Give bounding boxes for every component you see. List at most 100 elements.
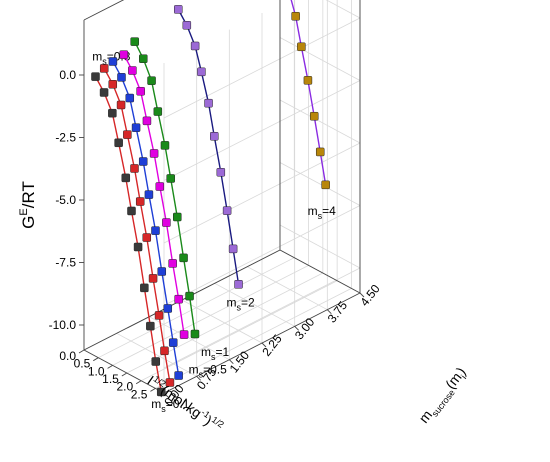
series-marker xyxy=(153,107,163,116)
axis-edge xyxy=(279,249,361,294)
grid-line-z-left xyxy=(279,99,361,144)
series-marker xyxy=(182,21,192,30)
series-label: ms=2 xyxy=(227,295,256,312)
series-marker xyxy=(130,164,139,173)
series-marker xyxy=(121,173,131,183)
series-line xyxy=(134,41,196,335)
x-tick-label: 1.0 xyxy=(88,364,105,378)
series-marker xyxy=(155,182,165,191)
series-marker xyxy=(222,206,232,215)
series-label: ms=1 xyxy=(201,345,230,362)
series-marker xyxy=(190,329,200,339)
series-marker xyxy=(154,311,164,320)
z-tick-label: -10.0 xyxy=(49,318,77,332)
grid-line-z-left xyxy=(325,0,361,19)
series-marker xyxy=(148,274,158,283)
series-marker xyxy=(291,11,300,21)
series-marker xyxy=(144,190,154,199)
x-tick-mark xyxy=(107,364,113,369)
series-marker xyxy=(162,218,171,227)
series-marker xyxy=(204,98,213,108)
series-marker xyxy=(130,37,139,46)
series-label: ms=4 xyxy=(308,204,337,221)
grid-line-z-left xyxy=(279,224,361,269)
series-marker xyxy=(168,259,177,268)
series-marker xyxy=(151,357,161,366)
x-tick-mark xyxy=(93,357,99,362)
series-marker xyxy=(131,123,141,132)
grid-line-y-floor xyxy=(116,332,197,377)
series-marker xyxy=(108,108,117,118)
series-layer: ms=0.1 ms=0.3 ms=0.5ms=1 ms=2 ms=4 xyxy=(91,0,336,414)
y-tick-label: 3.00 xyxy=(292,315,318,342)
grid-line-y-floor xyxy=(247,266,328,311)
series-marker xyxy=(321,180,330,190)
x-tick-label: 0.5 xyxy=(74,357,91,371)
series-marker xyxy=(116,100,126,110)
series: ms=0.3 xyxy=(92,49,175,387)
series-marker xyxy=(234,280,243,289)
series-marker xyxy=(157,267,167,276)
y-tick-mark xyxy=(229,359,234,364)
z-tick-label: -7.5 xyxy=(55,256,76,270)
x-tick-mark xyxy=(121,372,128,377)
series-marker xyxy=(179,253,188,263)
series-marker xyxy=(309,111,319,121)
grid-line-z-left xyxy=(279,37,361,81)
series-line xyxy=(290,0,327,185)
z-tick-label: 0.0 xyxy=(59,68,76,82)
series: ms=1 xyxy=(130,37,230,362)
series-marker xyxy=(108,57,118,66)
series-marker xyxy=(168,338,178,347)
z-axis-title: GE/RT xyxy=(18,181,38,229)
grid-line-y-floor xyxy=(181,299,263,344)
y-tick-label: 4.50 xyxy=(357,282,383,309)
series-marker xyxy=(99,64,109,73)
z-tick-label: -2.5 xyxy=(55,131,76,145)
series-marker xyxy=(179,330,189,339)
y-tick-mark xyxy=(163,392,169,398)
series-marker xyxy=(142,116,152,126)
series-marker xyxy=(185,291,194,301)
x-tick-label: 2.0 xyxy=(116,380,133,394)
series-marker xyxy=(91,72,100,81)
series-marker xyxy=(160,346,169,356)
grid-line-z-left xyxy=(279,162,361,206)
series: ms=0.1 xyxy=(91,72,190,414)
series-marker xyxy=(228,244,238,254)
y-tick-label: 3.75 xyxy=(325,298,351,325)
grid-line-y-floor xyxy=(214,282,295,327)
series: ms=2 xyxy=(174,5,255,312)
series-marker xyxy=(117,73,126,82)
series-marker xyxy=(99,88,109,97)
series-marker xyxy=(149,149,159,158)
y-tick-mark xyxy=(261,342,267,348)
series-marker xyxy=(174,5,183,14)
series: ms=4 xyxy=(290,0,337,221)
series-marker xyxy=(197,67,206,77)
series-marker xyxy=(297,42,306,52)
y-axis-title: msucrose(mi) xyxy=(415,364,471,428)
series-marker xyxy=(163,304,173,313)
grid-line-y-floor xyxy=(149,316,230,361)
y-tick-mark xyxy=(327,309,332,314)
series-marker xyxy=(108,80,118,89)
x-tick-label: 0.0 xyxy=(59,349,76,363)
y-tick-mark xyxy=(294,326,299,331)
series xyxy=(119,50,189,339)
series: ms=0.5 xyxy=(108,57,228,380)
y-tick-label: 2.25 xyxy=(259,332,285,359)
series-marker xyxy=(216,168,226,177)
series-marker xyxy=(139,54,148,63)
series-label: ms=0.5 xyxy=(189,363,228,380)
series-line xyxy=(177,9,240,285)
series-line xyxy=(123,54,185,335)
series-marker xyxy=(123,130,132,139)
z-tick-label: -5.0 xyxy=(55,193,76,207)
y-tick-mark xyxy=(196,376,201,381)
axis-edge xyxy=(83,349,165,394)
series-marker xyxy=(165,378,175,387)
series-marker xyxy=(140,283,149,293)
y-tick-label: 1.50 xyxy=(227,348,253,375)
